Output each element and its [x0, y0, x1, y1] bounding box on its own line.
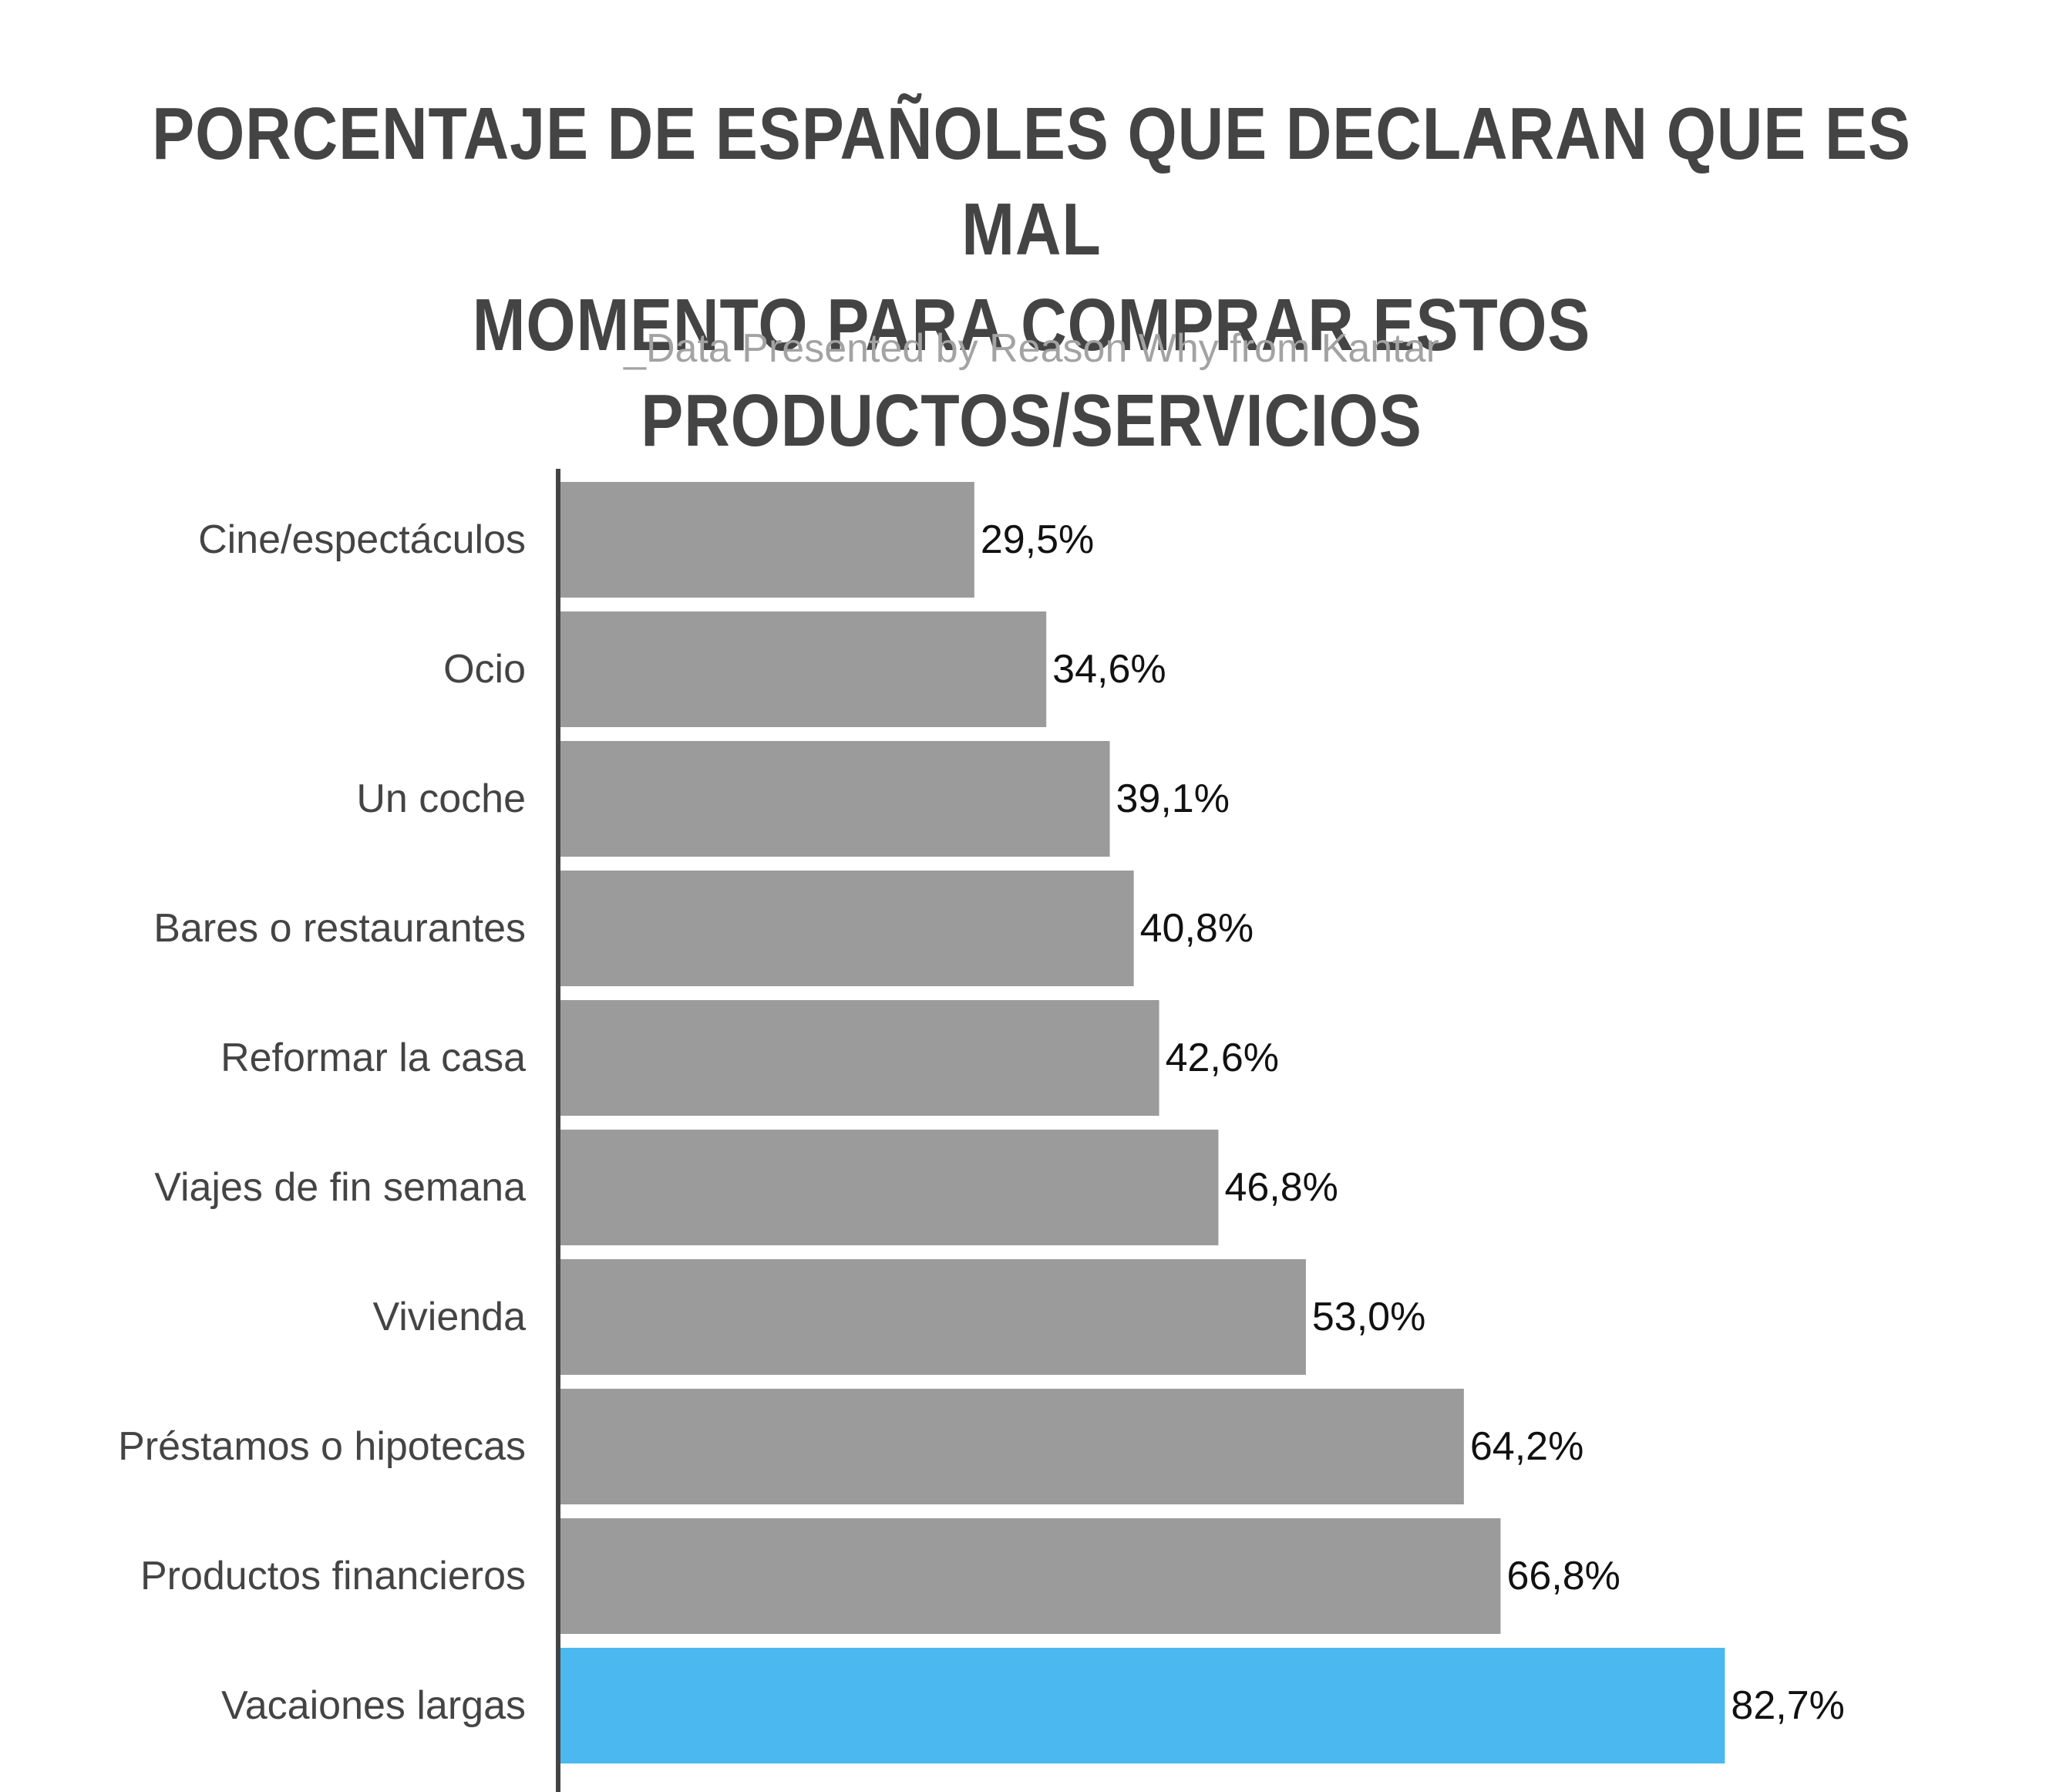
category-label: Vacaiones largas: [221, 1683, 526, 1728]
value-label: 66,8%: [1506, 1554, 1620, 1598]
bar-7: [558, 1259, 1306, 1375]
chart-subtitle: _Data Presented by Reason Why from Kanta…: [624, 326, 1439, 371]
value-labels-group: 29,5% 34,6% 39,1% 40,8% 42,6% 46,8% 53,0% 64,2%…: [981, 517, 1845, 1728]
bar-2: [558, 611, 1047, 727]
bar-9: [558, 1518, 1501, 1634]
bar-5: [558, 1000, 1159, 1116]
chart-title-line-1: PORCENTAJE DE ESPAÑOLES QUE DECLARAN QUE…: [152, 93, 1911, 271]
bar-10: [558, 1648, 1725, 1763]
category-label: Reformar la casa: [220, 1036, 526, 1080]
value-label: 40,8%: [1140, 906, 1254, 951]
category-label: Viajes de fin semana: [154, 1165, 526, 1210]
value-label: 53,0%: [1312, 1295, 1425, 1339]
value-label: 42,6%: [1166, 1036, 1279, 1080]
bar-4: [558, 871, 1134, 986]
category-label: Vivienda: [372, 1295, 526, 1339]
value-label: 29,5%: [981, 517, 1094, 562]
value-label: 46,8%: [1224, 1165, 1338, 1210]
bar-6: [558, 1130, 1219, 1245]
category-label: Ocio: [443, 647, 526, 692]
bar-3: [558, 741, 1110, 857]
category-labels-group: Cine/espectáculos Ocio Un coche Bares o res…: [118, 517, 526, 1728]
value-label: 39,1%: [1116, 776, 1230, 821]
value-label: 34,6%: [1052, 647, 1166, 692]
category-label: Bares o restaurantes: [153, 906, 526, 951]
category-label: Productos financieros: [140, 1554, 526, 1598]
category-label: Cine/espectáculos: [198, 517, 526, 562]
value-label: 64,2%: [1470, 1424, 1583, 1469]
bars-group: [558, 482, 1725, 1763]
category-label: Préstamos o hipotecas: [118, 1424, 526, 1469]
chart-title-line-2: MOMENTO PARA COMPRAR ESTOS PRODUCTOS/SER…: [472, 284, 1591, 462]
chart-title: PORCENTAJE DE ESPAÑOLES QUE DECLARAN QUE…: [144, 86, 1918, 469]
bar-8: [558, 1389, 1464, 1504]
bar-1: [558, 482, 974, 598]
value-label: 82,7%: [1731, 1683, 1844, 1728]
category-label: Un coche: [356, 776, 526, 821]
